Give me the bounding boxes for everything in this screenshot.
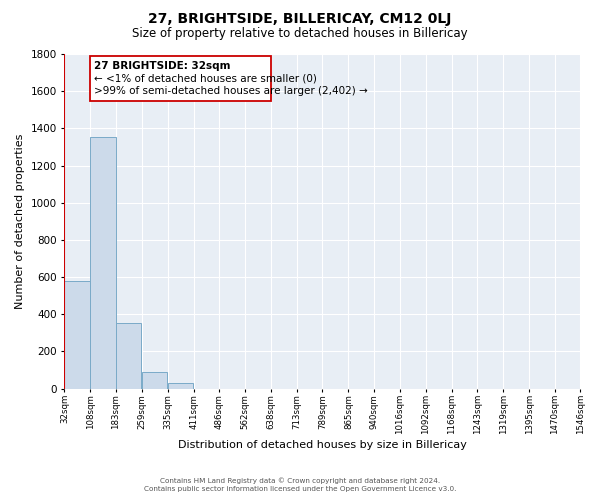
Text: 27, BRIGHTSIDE, BILLERICAY, CM12 0LJ: 27, BRIGHTSIDE, BILLERICAY, CM12 0LJ [148,12,452,26]
Bar [64,280,90,388]
Text: >99% of semi-detached houses are larger (2,402) →: >99% of semi-detached houses are larger … [94,86,368,96]
Y-axis label: Number of detached properties: Number of detached properties [15,134,25,309]
Text: 27 BRIGHTSIDE: 32sqm: 27 BRIGHTSIDE: 32sqm [94,62,231,72]
Text: ← <1% of detached houses are smaller (0): ← <1% of detached houses are smaller (0) [94,74,317,84]
Bar [142,372,167,388]
Bar [91,136,116,388]
X-axis label: Distribution of detached houses by size in Billericay: Distribution of detached houses by size … [178,440,467,450]
Text: Contains HM Land Registry data © Crown copyright and database right 2024.
Contai: Contains HM Land Registry data © Crown c… [144,478,456,492]
Bar [116,324,142,388]
FancyBboxPatch shape [91,56,271,102]
Bar [168,383,193,388]
Text: Size of property relative to detached houses in Billericay: Size of property relative to detached ho… [132,28,468,40]
